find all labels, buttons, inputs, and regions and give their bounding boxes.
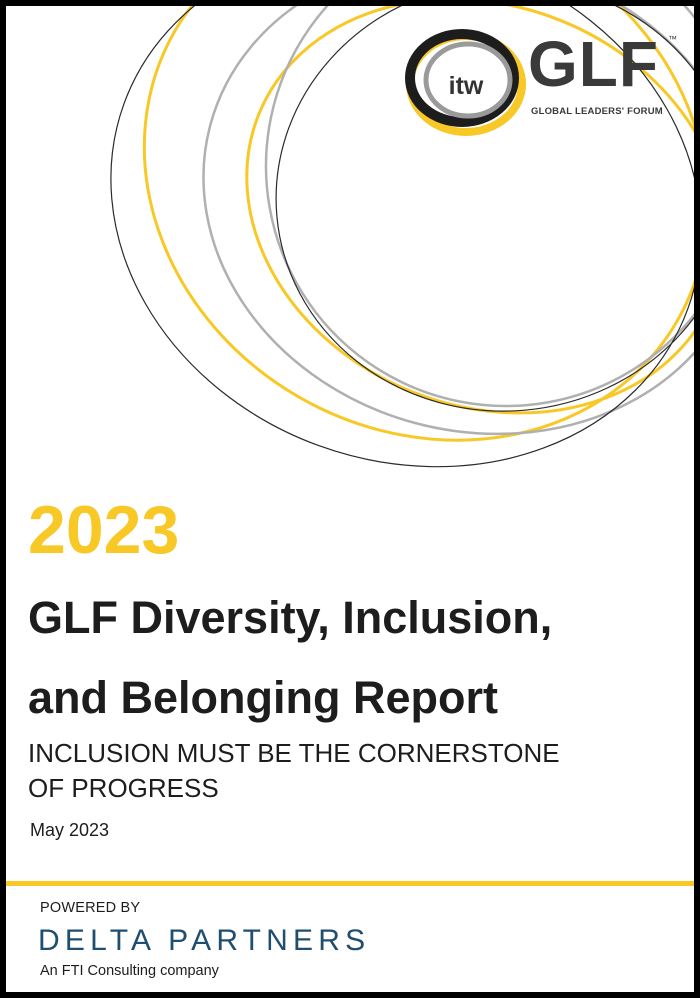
powered-by-label: POWERED BY xyxy=(40,900,141,916)
logo-tagline: GLOBAL LEADERS' FORUM xyxy=(531,106,663,117)
black-ring-1 xyxy=(110,6,694,468)
yellow-ring-inner xyxy=(245,6,694,415)
black-ring-2 xyxy=(275,6,694,412)
report-date: May 2023 xyxy=(30,820,110,840)
report-subtitle: INCLUSION MUST BE THE CORNERSTONE OF PRO… xyxy=(28,738,560,803)
report-year: 2023 xyxy=(28,492,180,568)
glf-logo: itw GLF ™ GLOBAL LEADERS' FORUM xyxy=(404,20,686,140)
trademark-symbol: ™ xyxy=(668,34,677,44)
report-cover: itw GLF ™ GLOBAL LEADERS' FORUM 2023 GLF… xyxy=(6,6,694,992)
grey-ring-2 xyxy=(264,6,694,408)
report-title: GLF Diversity, Inclusion, and Belonging … xyxy=(28,592,553,723)
footer-divider xyxy=(6,881,694,886)
itw-logo-mark xyxy=(404,20,528,140)
grey-ring-1 xyxy=(202,6,694,436)
fti-note: An FTI Consulting company xyxy=(40,963,219,979)
yellow-ring-large xyxy=(142,6,694,442)
itw-wordmark: itw xyxy=(448,72,484,100)
glf-wordmark: GLF xyxy=(528,28,659,100)
decorative-rings xyxy=(110,6,694,468)
delta-partners-logo: DELTA PARTNERS xyxy=(38,924,371,957)
